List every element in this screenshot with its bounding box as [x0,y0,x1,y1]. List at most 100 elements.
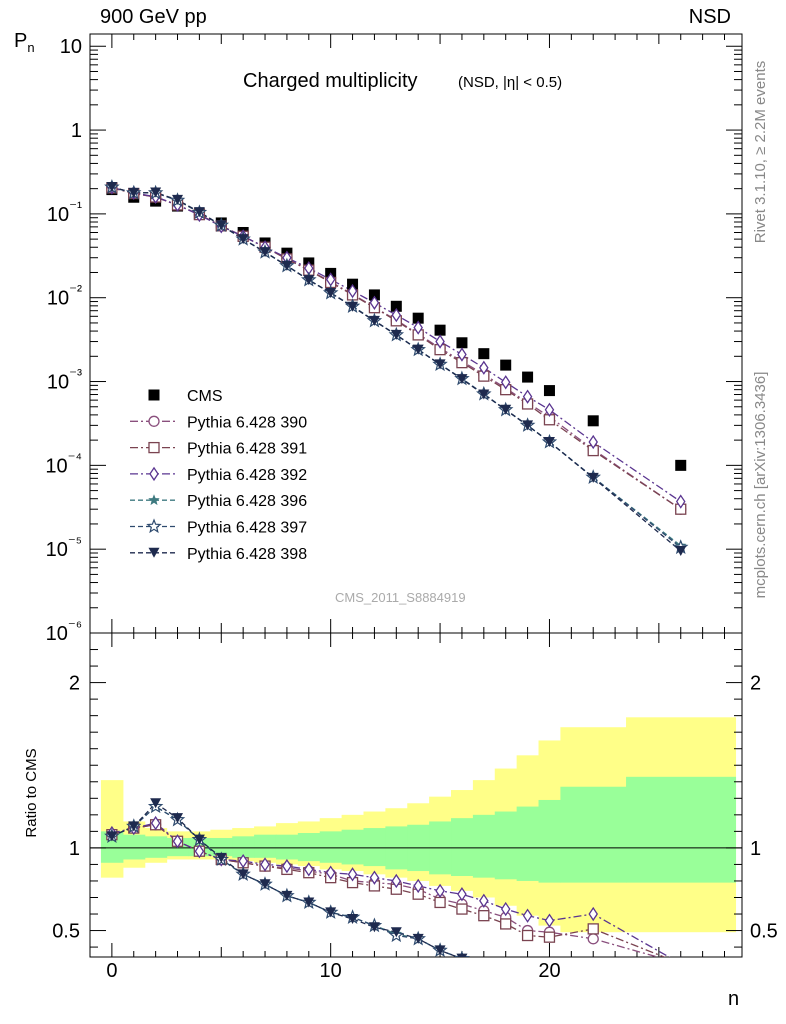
inner-band-bin [538,799,562,883]
ratio-point-pythia-6-428-392 [194,844,205,859]
ratio-point-pythia-6-428-398 [325,907,337,918]
point-pythia-6-428-392 [544,402,555,417]
inner-band-bin [232,836,255,858]
y-tick-label: 10⁻⁶ [46,618,82,645]
ratio-y-tick-label-right: 1 [750,838,761,860]
legend-marker-pythia-6-428-390 [148,415,160,427]
legend-label: Pythia 6.428 391 [187,441,307,458]
ratio-point-pythia-6-428-391 [500,918,512,930]
inner-band-bin [626,776,737,883]
legend-label: Pythia 6.428 390 [187,414,307,431]
analysis-label: CMS_2011_S8884919 [335,590,466,605]
ratio-point-pythia-6-428-398 [303,897,315,908]
ratio-point-pythia-6-428-392 [588,906,599,922]
ratio-point-pythia-6-428-398 [500,967,511,977]
chart-subtitle: (NSD, |η| < 0.5) [458,74,563,91]
point-pythia-6-428-398 [128,187,140,198]
y-axis-label-main: P [14,30,28,52]
ratio-point-pythia-6-428-398 [259,879,271,890]
ratio-point-pythia-6-428-392 [369,870,380,885]
inner-band-bin [275,834,299,860]
ratio-y-tick-label-left: 0.5 [52,921,80,943]
point-pythia-6-428-398 [347,301,359,312]
point-pythia-6-428-398 [522,420,534,431]
legend-label: Pythia 6.428 396 [187,493,307,510]
point-cms [675,459,687,471]
ratio-point-pythia-6-428-398 [675,992,686,1002]
ratio-y-tick-label-left: 2 [69,673,80,695]
inner-band-bin [254,834,277,858]
legend-marker-pythia-6-428-398 [148,547,160,558]
ratio-point-pythia-6-428-398 [368,922,380,933]
ratio-y-tick-label-right: 0.5 [750,921,778,943]
point-pythia-6-428-398 [303,275,315,286]
inner-band-bin [122,834,146,860]
point-cms [587,415,599,427]
point-pythia-6-428-392 [675,494,686,509]
point-cms [500,359,512,371]
point-pythia-6-428-398 [368,315,380,326]
ratio-point-pythia-6-428-398 [215,852,227,863]
ratio-point-pythia-6-428-398 [347,913,359,924]
ratio-point-pythia-6-428-396 [522,973,533,984]
ratio-line-pythia-6-428-391 [111,824,666,957]
y-axis-label-top: Pn [14,30,35,55]
chart-title: Charged multiplicity [243,70,418,92]
x-tick-label: 20 [538,960,560,982]
legend-label: CMS [187,388,223,405]
inner-band-bin [516,806,540,881]
ratio-point-pythia-6-428-398 [150,798,162,809]
point-pythia-6-428-392 [413,320,423,335]
ratio-point-pythia-6-428-398 [456,953,468,957]
legend-marker-pythia-6-428-392 [149,466,159,482]
header-left-label: 900 GeV pp [100,6,207,28]
ratio-point-pythia-6-428-398 [106,831,118,842]
ratio-point-pythia-6-428-392 [325,865,336,880]
ratio-point-pythia-6-428-392 [413,878,423,894]
point-pythia-6-428-398 [675,546,687,557]
ratio-point-pythia-6-428-398 [588,983,599,993]
point-pythia-6-428-398 [587,472,599,483]
ratio-point-pythia-6-428-396 [588,982,599,993]
point-pythia-6-428-392 [500,375,511,390]
point-pythia-6-428-398 [390,329,402,340]
point-pythia-6-428-392 [479,360,489,375]
point-cms [412,312,424,324]
header-right-label: NSD [688,6,731,28]
ratio-point-pythia-6-428-397 [500,965,512,977]
point-cms [434,324,446,336]
point-pythia-6-428-398 [456,374,468,385]
point-pythia-6-428-398 [237,234,249,245]
y-tick-label: 10⁻⁵ [46,534,82,561]
ratio-point-pythia-6-428-390 [676,959,686,969]
ratio-point-pythia-6-428-397 [675,990,687,1002]
point-pythia-6-428-398 [259,247,271,258]
point-pythia-6-428-398 [215,220,227,231]
legend-marker-cms [148,389,160,401]
ratio-point-pythia-6-428-392 [391,873,402,889]
ratio-point-pythia-6-428-391 [456,903,468,915]
point-pythia-6-428-392 [435,334,445,349]
ratio-point-pythia-6-428-398 [478,962,489,972]
ratio-point-pythia-6-428-392 [260,857,270,872]
point-cms [478,348,490,360]
inner-band-bin [494,811,518,880]
ratio-point-pythia-6-428-398 [128,821,140,832]
inner-band-bin [319,831,343,863]
ratio-point-pythia-6-428-391 [587,923,599,935]
legend-marker-pythia-6-428-397 [146,518,162,534]
ratio-point-pythia-6-428-392 [544,913,555,928]
bottom-plot-frame [89,632,743,958]
y-axis-label-sub: n [27,40,35,55]
point-pythia-6-428-398 [106,182,118,193]
inner-band-bin [297,833,321,862]
legend-label: Pythia 6.428 397 [187,520,307,537]
inner-band-bin [341,829,365,865]
point-cms [368,289,380,301]
ratio-point-pythia-6-428-397 [521,972,533,984]
series-line-pythia-6-428-390 [111,187,682,510]
point-pythia-6-428-392 [457,347,467,362]
ratio-point-pythia-6-428-391 [521,929,534,942]
point-pythia-6-428-398 [543,436,555,447]
point-pythia-6-428-398 [412,344,424,355]
